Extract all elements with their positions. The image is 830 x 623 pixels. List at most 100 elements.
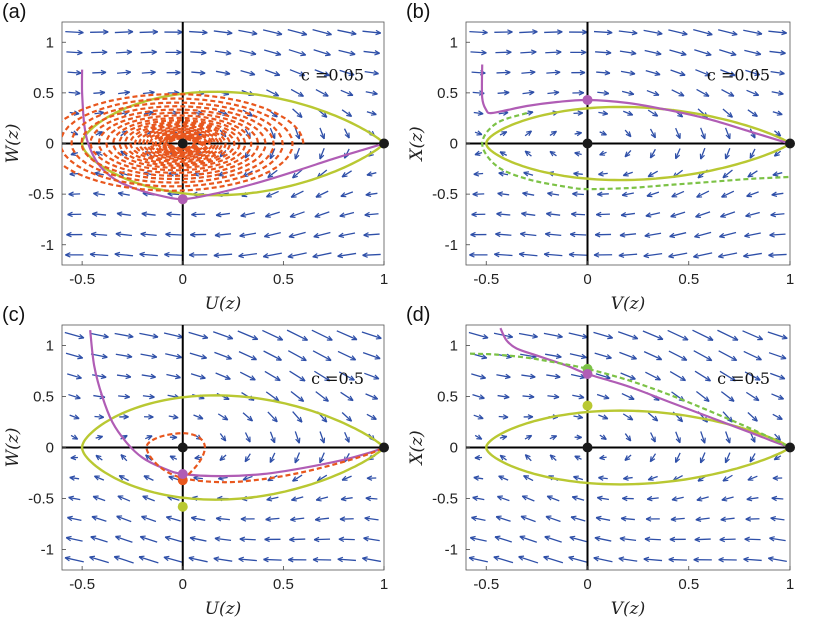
field-arrowhead [250,50,257,56]
field-arrow [242,412,253,422]
x-tick-label: 0 [583,271,591,288]
equilibrium-marker [582,94,593,105]
x-tick-label: 1 [786,271,794,288]
field-arrowhead [778,394,785,400]
field-arrow [191,71,206,74]
field-arrowhead [695,516,702,522]
field-arrowhead [677,416,684,423]
field-arrow [143,111,154,115]
field-arrowhead [101,49,108,56]
field-arrowhead [675,437,681,444]
field-arrowhead [224,70,231,76]
field-arrowhead [188,252,195,258]
field-arrow [93,91,105,94]
equilibrium-marker [785,138,795,149]
field-arrowhead [679,71,686,77]
field-arrowhead [647,171,654,178]
field-arrowhead [781,334,788,340]
field-arrowhead [366,171,373,177]
field-arrowhead [703,396,710,403]
field-arrow [594,537,612,542]
field-arrow [215,70,231,75]
field-arrowhead [570,515,577,521]
field-arrow [143,475,154,481]
field-arrowhead [251,355,258,361]
field-arrowhead [143,475,150,481]
field-arrowhead [729,375,736,382]
homoclinic-loop [485,409,790,486]
field-arrowhead [348,375,355,381]
field-arrowhead [151,49,157,55]
field-arrow [115,535,133,543]
field-arrowhead [337,556,344,563]
field-arrow [595,51,612,54]
field-arrow [267,169,278,179]
field-arrowhead [92,495,99,501]
field-arrow [769,50,786,54]
field-arrowhead [720,516,727,522]
field-arrowhead [724,457,730,464]
field-arrowhead [348,70,355,77]
field-arrow [142,91,155,95]
field-arrowhead [496,211,502,217]
field-arrow [114,332,134,338]
field-arrowhead [291,496,297,502]
field-arrowhead [781,29,787,36]
field-arrowhead [699,457,705,464]
field-arrowhead [321,416,328,423]
field-arrowhead [277,335,284,341]
field-arrow [115,51,132,54]
field-arrowhead [779,374,786,380]
field-arrow [89,556,109,564]
field-arrowhead [350,30,357,36]
field-arrow [337,558,356,562]
field-arrow [694,231,712,238]
field-arrowhead [273,91,280,97]
equilibrium-marker [785,442,795,453]
field-arrowhead [98,414,105,420]
equilibrium-marker [582,400,593,411]
field-arrowhead [594,535,601,542]
field-arrowhead [593,252,600,258]
panel-label: (d) [406,304,430,326]
field-arrow [339,211,355,217]
field-arrow [669,49,687,56]
field-arrow [544,253,563,257]
field-arrowhead [680,375,687,382]
field-arrow [238,252,258,257]
field-arrowhead [287,253,294,259]
field-arrow [519,31,538,34]
field-arrowhead [190,231,196,238]
field-arrowhead [302,335,309,341]
field-arrowhead [623,475,629,481]
field-arrowhead [526,130,533,137]
field-arrow [91,515,107,522]
field-arrowhead [482,29,488,36]
field-arrowhead [138,555,145,561]
field-arrow [496,374,511,378]
field-arrowhead [95,454,102,461]
field-arrow [598,414,609,420]
field-arrow [114,253,134,257]
field-arrow [94,475,105,481]
field-arrowhead [670,212,677,218]
field-arrowhead [344,132,350,139]
field-arrowhead [362,556,368,562]
field-arrowhead [652,111,659,117]
field-arrow [724,452,731,464]
field-arrowhead [172,414,179,420]
field-arrowhead [225,50,232,56]
field-arrow [93,192,106,196]
field-arrowhead [120,454,127,460]
field-arrowhead [374,354,381,360]
field-arrowhead [226,354,233,360]
field-arrowhead [115,231,122,237]
field-arrowhead [624,455,631,461]
field-arrowhead [657,335,664,341]
field-arrowhead [578,394,585,400]
field-arrow [290,190,304,198]
field-arrowhead [631,354,638,360]
field-arrowhead [625,131,632,138]
field-arrow [746,89,759,97]
field-arrowhead [373,374,380,380]
